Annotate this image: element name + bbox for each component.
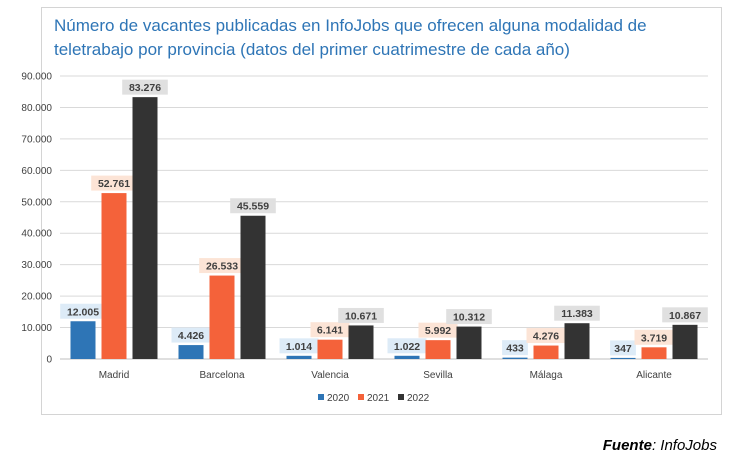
bar	[240, 215, 266, 359]
x-tick-label: Valencia	[311, 370, 349, 381]
bar	[610, 357, 636, 359]
bar	[564, 323, 590, 359]
data-label: 347	[614, 343, 632, 355]
x-tick-label: Málaga	[530, 370, 563, 381]
legend-label: 2021	[367, 393, 390, 404]
data-label-bg	[502, 340, 528, 356]
bar	[132, 97, 158, 359]
y-tick-label: 80.000	[21, 103, 52, 114]
x-tick-label: Madrid	[99, 370, 130, 381]
data-label: 10.312	[453, 312, 485, 324]
data-label: 10.671	[345, 310, 377, 322]
bar	[70, 321, 96, 359]
data-label-bg	[610, 340, 636, 356]
bar	[641, 347, 667, 359]
data-label-bg	[60, 303, 106, 319]
legend-swatch	[398, 394, 404, 400]
source-label: Fuente	[602, 437, 652, 454]
data-label-bg	[230, 198, 276, 214]
data-label: 4.426	[178, 330, 204, 342]
bar	[425, 340, 451, 359]
data-label: 12.005	[67, 306, 99, 318]
y-tick-label: 10.000	[21, 323, 52, 334]
source-value: InfoJobs	[660, 437, 717, 454]
data-label: 83.276	[129, 82, 161, 94]
bar	[286, 355, 312, 359]
y-tick-label: 90.000	[21, 72, 52, 83]
data-label: 3.719	[641, 332, 667, 344]
bar	[317, 339, 343, 359]
bar	[394, 355, 420, 359]
data-label: 6.141	[317, 325, 343, 337]
data-label: 1.014	[286, 341, 312, 353]
bar	[456, 326, 482, 359]
data-label-bg	[554, 305, 600, 321]
data-label: 11.383	[561, 308, 593, 320]
data-label: 5.992	[425, 325, 451, 337]
data-label-bg	[279, 338, 319, 354]
data-label-bg	[662, 307, 708, 323]
y-tick-label: 20.000	[21, 292, 52, 303]
data-label-bg	[338, 307, 384, 323]
bar	[348, 325, 374, 359]
legend-label: 2020	[327, 393, 350, 404]
x-tick-label: Barcelona	[199, 370, 244, 381]
x-tick-label: Sevilla	[423, 370, 453, 381]
data-label-bg	[310, 322, 350, 338]
legend-label: 2022	[407, 393, 430, 404]
data-label: 1.022	[394, 341, 420, 353]
data-label: 4.276	[533, 331, 559, 343]
data-label-bg	[171, 327, 211, 343]
bar	[178, 345, 204, 359]
data-label: 52.761	[98, 178, 130, 190]
data-label: 45.559	[237, 201, 269, 213]
legend-swatch	[318, 394, 324, 400]
y-tick-label: 60.000	[21, 166, 52, 177]
x-tick-label: Alicante	[636, 370, 672, 381]
data-label-bg	[526, 328, 566, 344]
source-note: Fuente: InfoJobs	[602, 437, 717, 454]
bar	[209, 275, 235, 359]
y-tick-label: 30.000	[21, 260, 52, 271]
data-label-bg	[446, 309, 492, 325]
data-label-bg	[91, 175, 137, 191]
y-tick-label: 70.000	[21, 134, 52, 145]
bar	[533, 345, 559, 359]
data-label: 433	[506, 343, 524, 355]
data-label: 26.533	[206, 261, 238, 273]
chart-title: Número de vacantes publicadas en InfoJob…	[54, 16, 647, 59]
y-tick-label: 40.000	[21, 229, 52, 240]
data-label-bg	[634, 329, 674, 345]
bar	[672, 324, 698, 359]
data-label-bg	[418, 322, 458, 338]
y-tick-label: 0	[46, 355, 52, 366]
data-label-bg	[199, 258, 245, 274]
legend-swatch	[358, 394, 364, 400]
data-label-bg	[122, 79, 168, 95]
data-label-bg	[387, 338, 427, 354]
data-label: 10.867	[669, 310, 701, 322]
y-tick-label: 50.000	[21, 197, 52, 208]
bar	[101, 193, 127, 359]
bar	[502, 357, 528, 359]
